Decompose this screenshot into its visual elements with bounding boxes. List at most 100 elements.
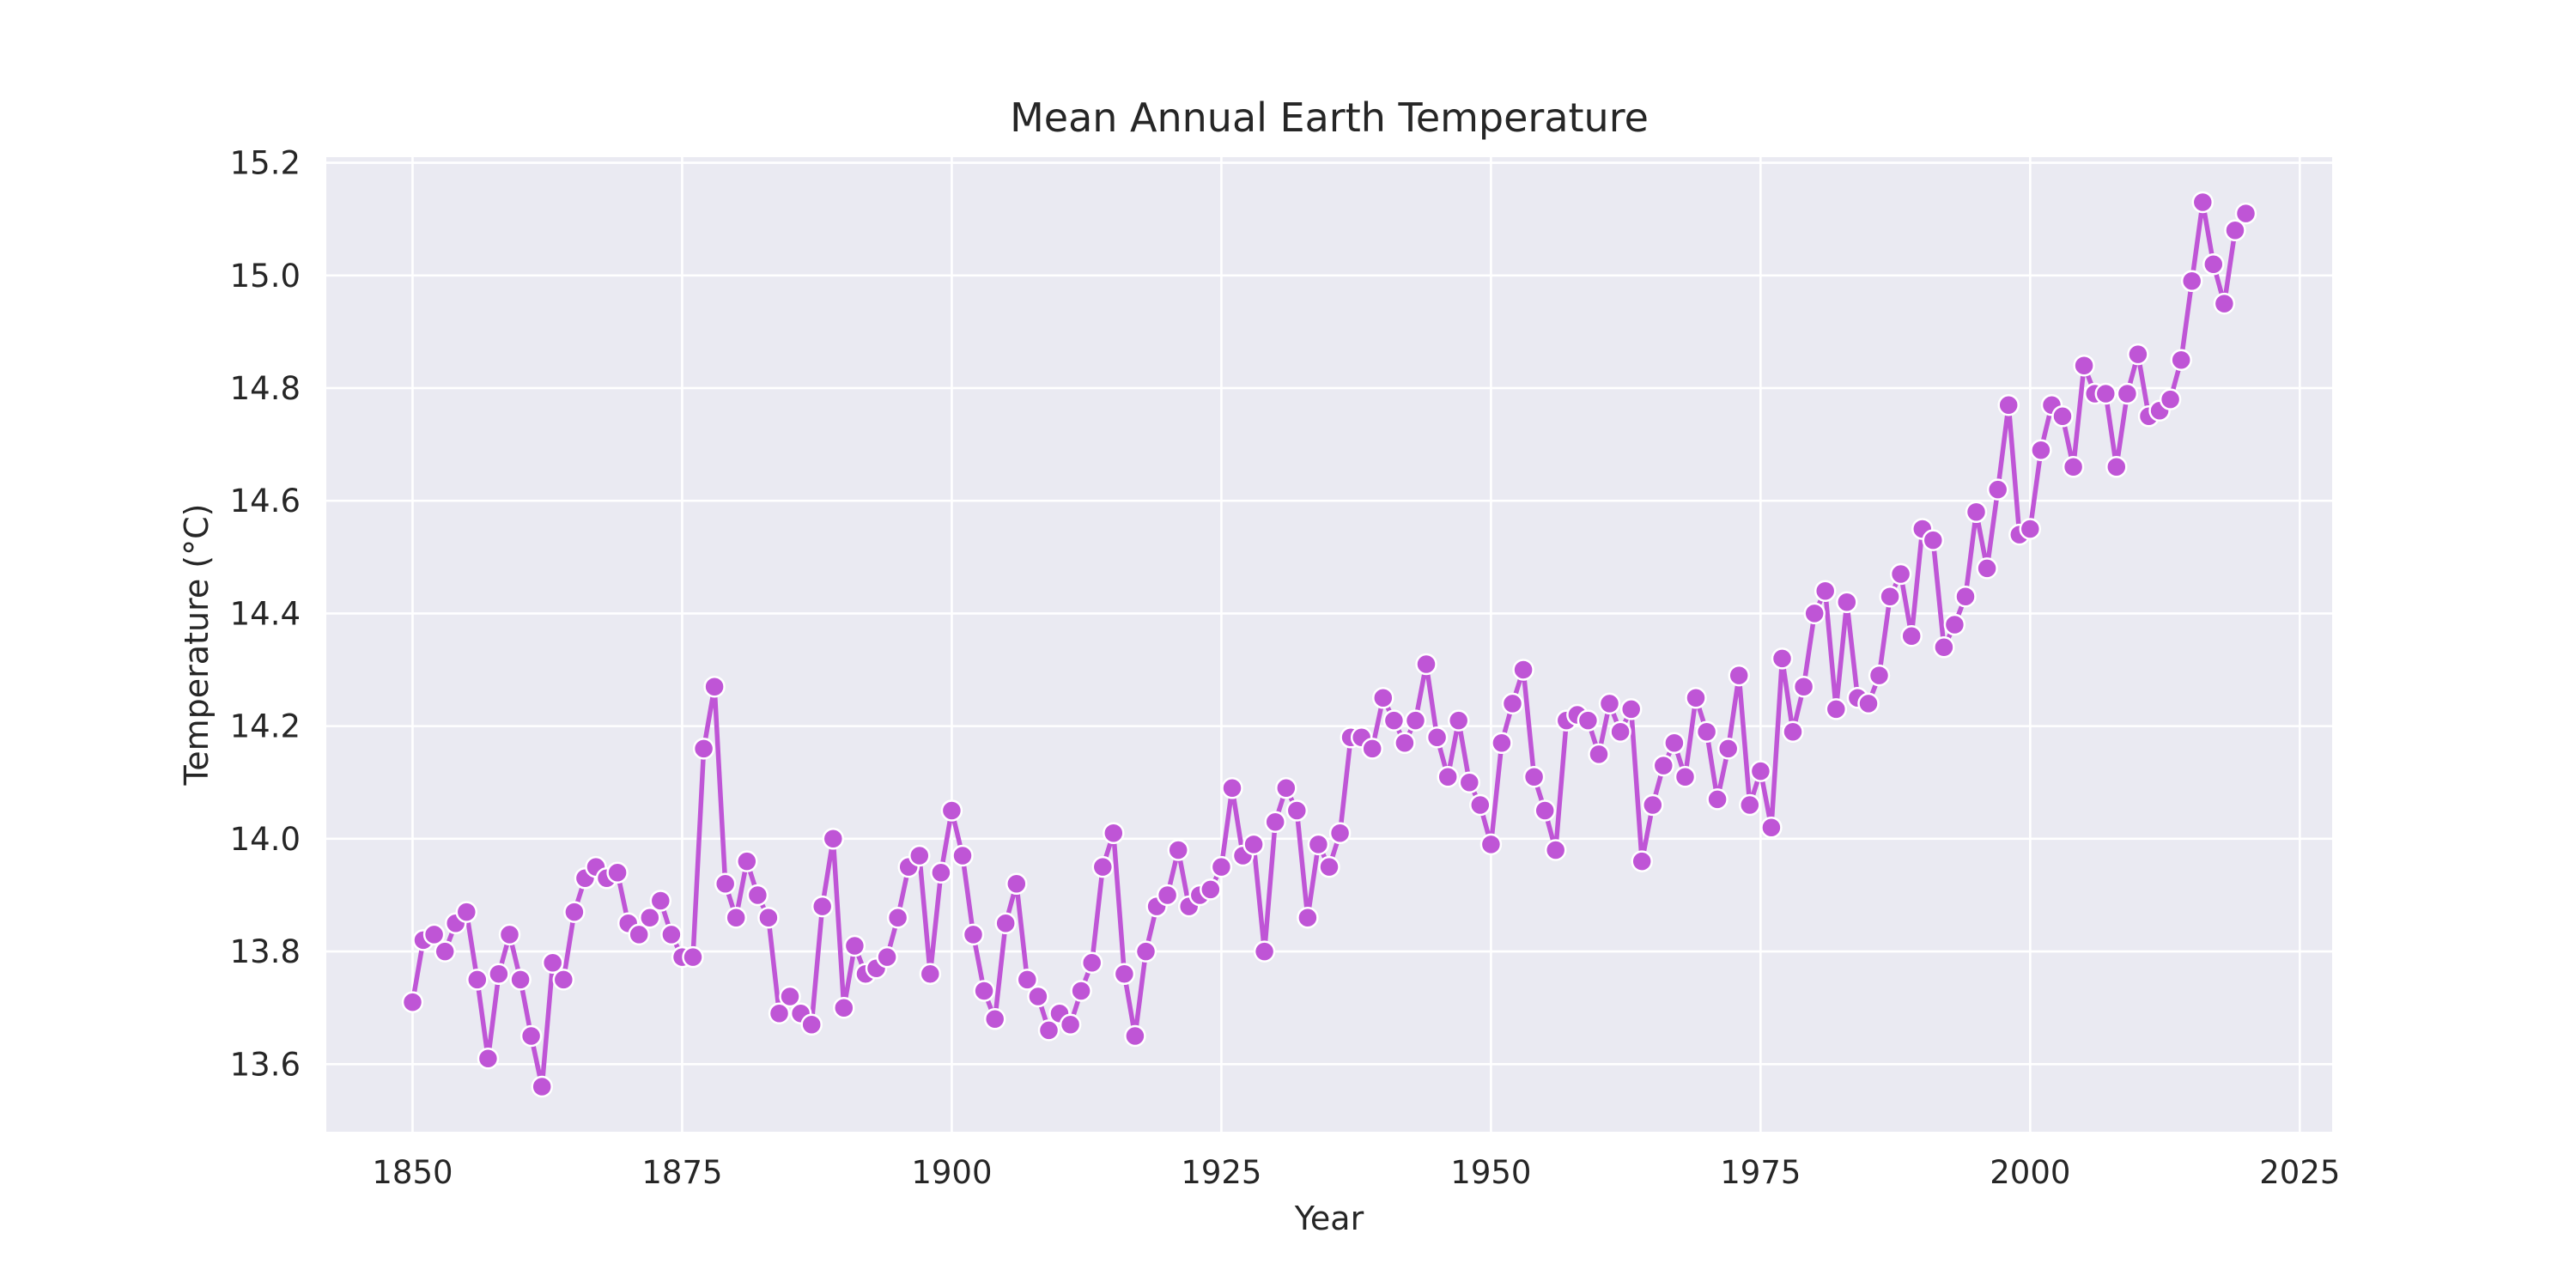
data-point [1437, 765, 1459, 788]
data-point [1825, 698, 1848, 720]
data-point [2105, 456, 2128, 478]
data-point [1652, 754, 1675, 777]
data-point [1361, 738, 1383, 760]
data-point [919, 963, 942, 986]
data-point [1976, 557, 1998, 580]
x-tick-label: 1975 [1720, 1154, 1801, 1191]
data-point [843, 934, 866, 957]
data-point [509, 969, 532, 991]
data-point [876, 945, 898, 969]
data-point [1275, 777, 1297, 799]
data-point [1447, 709, 1470, 732]
data-point [1943, 613, 1966, 636]
data-point [1695, 720, 1718, 743]
data-point [1264, 811, 1286, 833]
x-tick-label: 1875 [641, 1154, 722, 1191]
x-tick-label: 1900 [911, 1154, 992, 1191]
data-point [1997, 393, 2020, 416]
data-point [822, 828, 845, 850]
data-point [1124, 1024, 1146, 1048]
data-point [2170, 349, 2192, 371]
data-point [811, 895, 834, 918]
y-tick-label: 14.8 [230, 370, 301, 407]
data-point [1080, 951, 1103, 974]
x-tick-label: 2025 [2259, 1154, 2340, 1191]
data-point [682, 945, 704, 969]
data-point [2159, 388, 2182, 410]
data-point [930, 861, 952, 884]
data-point [1857, 692, 1880, 715]
data-point [1965, 501, 1988, 524]
data-point [639, 906, 661, 929]
data-point [1501, 692, 1524, 715]
data-point [1522, 765, 1546, 788]
data-point [1404, 709, 1427, 732]
data-point [983, 1008, 1006, 1030]
chart-title: Mean Annual Earth Temperature [1010, 94, 1649, 141]
y-tick-label: 14.2 [230, 708, 301, 745]
plot-background [326, 157, 2332, 1132]
data-point [1372, 687, 1394, 709]
data-point [1706, 788, 1728, 811]
data-point [1609, 720, 1631, 743]
data-markers [401, 191, 2257, 1098]
data-point [1631, 850, 1653, 872]
data-point [552, 969, 575, 991]
data-point [466, 969, 489, 991]
data-point [1598, 692, 1621, 715]
data-point [2094, 382, 2117, 405]
data-point [1103, 822, 1125, 845]
data-point [1685, 687, 1707, 709]
data-point [2202, 252, 2225, 276]
y-tick-label: 14.4 [230, 595, 301, 632]
data-point [1986, 478, 2009, 501]
data-point [1814, 580, 1837, 602]
data-point [1619, 698, 1643, 720]
data-point [1156, 884, 1179, 907]
data-point [833, 996, 855, 1019]
data-point [1771, 647, 1794, 670]
data-point [1382, 709, 1406, 732]
data-point [1027, 985, 1049, 1008]
data-point [1491, 732, 1513, 755]
data-point [1642, 793, 1664, 817]
data-point [2127, 343, 2149, 366]
data-point [541, 951, 564, 974]
data-point [1577, 709, 1600, 732]
data-point [660, 923, 683, 946]
data-point [1792, 675, 1815, 698]
data-point [1318, 855, 1340, 878]
y-tick-label: 14.0 [230, 821, 301, 858]
data-point [2213, 292, 2236, 315]
data-point [1037, 1019, 1060, 1042]
data-point [1889, 562, 1912, 586]
data-point [1588, 743, 1610, 766]
data-point [1674, 765, 1697, 788]
data-point [703, 675, 726, 698]
data-point [2030, 439, 2052, 461]
data-point [1836, 591, 1858, 614]
y-tick-label: 14.6 [230, 483, 301, 519]
data-point [1200, 878, 1222, 901]
data-point [1900, 624, 1923, 647]
data-point [1879, 585, 1901, 608]
x-axis-label: Year [1294, 1200, 1364, 1237]
data-point [477, 1047, 500, 1070]
data-point [498, 923, 521, 946]
data-point [2180, 270, 2203, 293]
data-point [940, 799, 963, 822]
data-point [779, 985, 801, 1008]
data-point [2019, 518, 2042, 540]
data-point [1394, 732, 1416, 755]
data-point [1221, 777, 1243, 799]
data-point [1113, 963, 1136, 986]
data-point [563, 901, 586, 923]
data-point [714, 872, 737, 896]
data-point [1167, 839, 1189, 861]
data-point [422, 923, 446, 946]
data-point [1922, 529, 1945, 551]
data-point [628, 923, 650, 946]
data-point [951, 844, 974, 867]
data-point [455, 901, 478, 923]
